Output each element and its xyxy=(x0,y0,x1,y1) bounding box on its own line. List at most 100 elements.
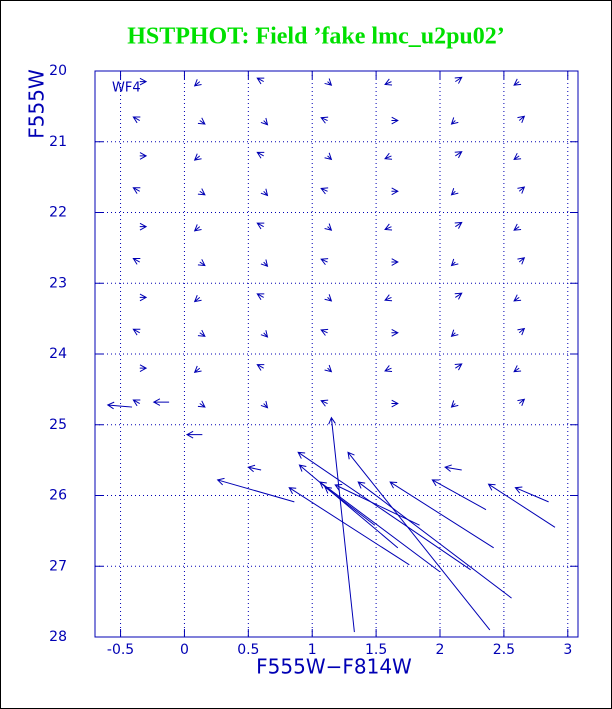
arrow xyxy=(256,222,265,230)
arrow xyxy=(256,293,265,301)
arrow xyxy=(324,78,333,86)
arrow xyxy=(384,223,393,231)
arrow xyxy=(139,293,148,302)
arrow xyxy=(384,78,393,86)
arrow xyxy=(132,187,141,194)
arrow xyxy=(193,153,202,161)
arrow xyxy=(139,222,148,231)
arrow xyxy=(297,451,471,571)
arrow xyxy=(328,416,355,633)
arrow xyxy=(193,79,202,87)
arrow xyxy=(517,398,526,406)
arrow xyxy=(347,451,491,631)
arrow xyxy=(320,399,329,407)
arrow xyxy=(450,117,459,125)
arrow xyxy=(513,78,522,86)
x-tick-label: 3 xyxy=(563,642,572,658)
arrow xyxy=(514,486,549,503)
arrow xyxy=(391,187,399,196)
arrow xyxy=(454,151,463,159)
arrow xyxy=(256,364,265,371)
arrow xyxy=(450,329,459,338)
annotation: WF4 xyxy=(112,81,141,96)
y-tick-label: 25 xyxy=(49,417,67,433)
arrow xyxy=(324,486,376,526)
arrow xyxy=(132,257,141,265)
arrow xyxy=(513,152,522,161)
arrow xyxy=(384,294,393,302)
arrow xyxy=(256,77,265,85)
arrow xyxy=(320,258,329,266)
arrow xyxy=(197,117,206,125)
arrow xyxy=(513,365,522,373)
arrow xyxy=(132,399,141,407)
y-tick-label: 26 xyxy=(49,488,67,504)
arrow xyxy=(513,294,522,302)
arrow xyxy=(247,464,262,473)
arrow xyxy=(513,223,522,231)
y-tick-label: 27 xyxy=(49,558,67,574)
arrow xyxy=(391,399,399,408)
arrow xyxy=(320,328,329,336)
x-tick-label: 2.5 xyxy=(493,642,515,658)
arrow xyxy=(517,327,526,336)
arrow xyxy=(256,151,265,159)
arrow xyxy=(132,116,141,124)
arrow xyxy=(197,259,206,267)
y-tick-label: 24 xyxy=(49,346,67,362)
x-tick-label: 0 xyxy=(180,642,189,658)
arrow xyxy=(391,258,399,266)
y-tick-label: 28 xyxy=(49,629,67,645)
arrow xyxy=(444,464,462,472)
y-tick-label: 20 xyxy=(49,63,67,79)
arrow xyxy=(454,76,463,84)
arrow xyxy=(132,328,141,336)
arrow xyxy=(260,188,269,197)
arrow xyxy=(324,152,333,161)
x-tick-label: 2 xyxy=(436,642,445,658)
arrow xyxy=(487,483,556,528)
arrow xyxy=(384,152,393,160)
arrow xyxy=(197,188,206,196)
arrow xyxy=(139,77,148,86)
y-tick-label: 21 xyxy=(49,134,67,150)
arrow xyxy=(260,259,269,268)
arrow xyxy=(384,365,393,373)
arrow xyxy=(517,257,526,265)
arrow xyxy=(324,223,333,231)
arrow xyxy=(324,294,333,302)
arrow xyxy=(450,400,459,408)
y-tick-label: 23 xyxy=(49,275,67,291)
arrow xyxy=(320,116,329,124)
arrow xyxy=(298,464,399,549)
arrow xyxy=(450,258,459,267)
arrow xyxy=(193,224,202,232)
arrow xyxy=(320,187,329,195)
arrow xyxy=(193,294,202,303)
chart-title: HSTPHOT: Field ’fake lmc_u2pu02’ xyxy=(127,24,505,50)
arrow xyxy=(450,188,459,196)
arrow xyxy=(260,400,269,409)
arrow xyxy=(389,481,494,549)
arrow xyxy=(260,117,269,126)
arrow xyxy=(139,364,148,372)
arrow xyxy=(197,400,206,408)
x-tick-label: 0.5 xyxy=(237,642,259,658)
arrow xyxy=(357,481,512,599)
x-axis-label: F555W−F814W xyxy=(256,655,412,679)
arrow xyxy=(324,364,333,373)
arrow xyxy=(517,186,526,194)
x-tick-label: -0.5 xyxy=(107,642,134,658)
arrow xyxy=(197,329,206,337)
arrow xyxy=(431,479,487,511)
arrow xyxy=(185,430,203,439)
arrow xyxy=(391,116,399,125)
arrow xyxy=(391,328,399,337)
x-tick-label: 1 xyxy=(308,642,317,658)
y-axis-label: F555W xyxy=(25,69,49,139)
x-tick-label: 1.5 xyxy=(365,642,387,658)
arrow xyxy=(454,292,463,300)
arrow xyxy=(139,152,148,160)
